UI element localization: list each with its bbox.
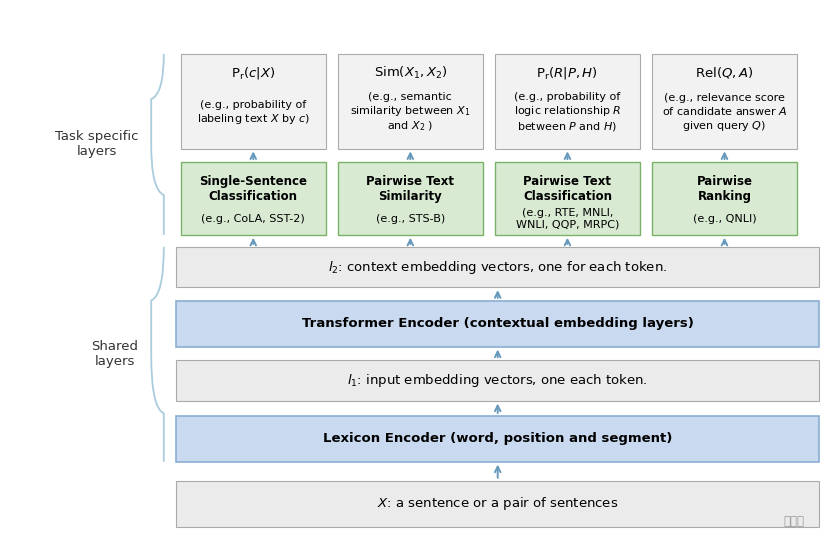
FancyBboxPatch shape [176,481,819,526]
Text: $X$: a sentence or a pair of sentences: $X$: a sentence or a pair of sentences [377,495,618,512]
Text: Task specific
layers: Task specific layers [55,131,139,158]
Text: $\mathrm{P_r}(R|P, H)$: $\mathrm{P_r}(R|P, H)$ [537,65,598,81]
Text: $\mathrm{Sim}(X_1, X_2)$: $\mathrm{Sim}(X_1, X_2)$ [374,65,447,81]
FancyBboxPatch shape [176,247,819,287]
Text: Pairwise Text
Classification: Pairwise Text Classification [523,175,612,203]
FancyBboxPatch shape [176,360,819,401]
Text: $l_2$: context embedding vectors, one for each token.: $l_2$: context embedding vectors, one fo… [328,259,667,275]
FancyBboxPatch shape [652,54,797,148]
Text: (e.g., semantic
similarity between $X_1$
and $X_2$ ): (e.g., semantic similarity between $X_1$… [350,92,470,133]
Text: Single-Sentence
Classification: Single-Sentence Classification [199,175,307,203]
Text: (e.g., CoLA, SST-2): (e.g., CoLA, SST-2) [202,214,305,224]
Text: Lexicon Encoder (word, position and segment): Lexicon Encoder (word, position and segm… [323,432,672,445]
FancyBboxPatch shape [495,162,640,235]
Text: 新智元: 新智元 [783,515,805,528]
FancyBboxPatch shape [181,162,326,235]
Text: $\mathrm{Rel}(Q, A)$: $\mathrm{Rel}(Q, A)$ [696,65,753,80]
FancyBboxPatch shape [652,162,797,235]
Text: Pairwise Text
Similarity: Pairwise Text Similarity [366,175,454,203]
Text: (e.g., QNLI): (e.g., QNLI) [693,214,756,224]
Text: Transformer Encoder (contextual embedding layers): Transformer Encoder (contextual embeddin… [302,317,694,330]
Text: (e.g., RTE, MNLI,
WNLI, QQP, MRPC): (e.g., RTE, MNLI, WNLI, QQP, MRPC) [516,208,619,230]
FancyBboxPatch shape [338,54,483,148]
Text: (e.g., probability of
labeling text $X$ by $c$): (e.g., probability of labeling text $X$ … [197,99,310,126]
FancyBboxPatch shape [495,54,640,148]
FancyBboxPatch shape [181,54,326,148]
Text: Shared
layers: Shared layers [92,340,139,368]
Text: (e.g., relevance score
of candidate answer $A$
given query $Q$): (e.g., relevance score of candidate answ… [662,92,787,133]
FancyBboxPatch shape [338,162,483,235]
Text: $l_1$: input embedding vectors, one each token.: $l_1$: input embedding vectors, one each… [348,372,648,389]
Text: $\mathrm{P_r}(c|X)$: $\mathrm{P_r}(c|X)$ [231,65,276,81]
FancyBboxPatch shape [176,301,819,347]
FancyBboxPatch shape [176,416,819,462]
Text: (e.g., STS-B): (e.g., STS-B) [375,214,445,224]
Text: (e.g., probability of
logic relationship $R$
between $P$ and $H$): (e.g., probability of logic relationship… [513,92,622,133]
Text: Pairwise
Ranking: Pairwise Ranking [696,175,753,203]
